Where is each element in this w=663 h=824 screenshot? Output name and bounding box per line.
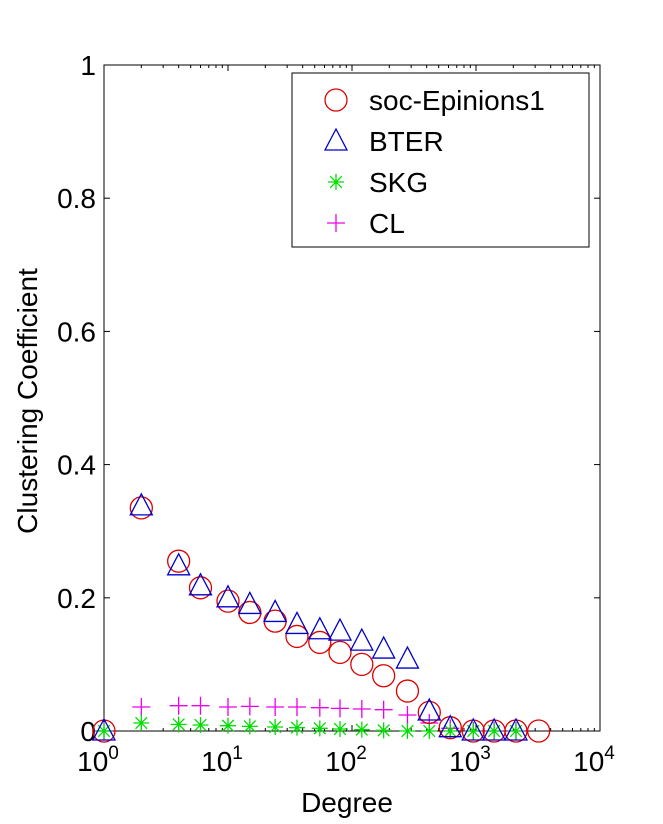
data-point (133, 715, 150, 732)
data-point (350, 652, 374, 677)
data-point (461, 717, 486, 741)
data-point (170, 716, 187, 733)
x-tick-label: 101 (201, 743, 243, 777)
data-point (240, 697, 259, 716)
data-point (330, 699, 349, 718)
data-point (352, 700, 371, 719)
data-point (503, 717, 529, 741)
plot-area (91, 492, 551, 743)
data-point (288, 719, 305, 736)
data-point (398, 706, 417, 725)
x-tick-label: 100 (77, 743, 119, 777)
data-point (241, 718, 258, 735)
data-point (374, 700, 393, 719)
data-point (307, 616, 332, 640)
legend-marker (324, 88, 348, 112)
data-point (399, 723, 416, 739)
data-point (188, 572, 213, 596)
data-point (287, 698, 306, 717)
data-point (237, 591, 262, 615)
data-point (311, 720, 328, 737)
data-point (188, 576, 213, 600)
legend-label: soc-Epinions1 (369, 85, 545, 116)
y-tick-label: 0.8 (57, 183, 96, 214)
data-point (129, 492, 154, 516)
data-point (482, 717, 507, 741)
x-tick-label: 104 (573, 743, 615, 777)
data-point (192, 717, 209, 734)
data-point (371, 635, 396, 659)
series-skg (96, 715, 524, 739)
data-point (129, 496, 153, 520)
y-tick-label: 0.2 (57, 583, 96, 614)
data-point (417, 697, 442, 721)
series-cl (95, 696, 525, 740)
legend-marker (328, 174, 344, 190)
y-axis-label: Clustering Coefficient (12, 268, 43, 534)
legend-marker (323, 127, 349, 151)
data-point (421, 723, 438, 739)
y-tick-label: 0 (80, 716, 96, 747)
x-axis-label: Degree (301, 787, 393, 818)
data-point (395, 679, 420, 703)
data-point (216, 589, 240, 613)
legend-label: CL (369, 208, 405, 239)
data-point (308, 630, 332, 655)
legend-marker (327, 214, 345, 232)
data-point (191, 696, 210, 715)
data-point (215, 584, 241, 608)
data-point (166, 552, 191, 576)
legend: soc-Epinions1 BTER SKG CL (291, 72, 590, 248)
legend-label: SKG (369, 167, 428, 198)
data-point (96, 723, 112, 739)
data-point (328, 640, 352, 665)
data-point (442, 723, 459, 739)
data-point (310, 698, 329, 717)
data-point (327, 617, 353, 641)
data-point (465, 723, 482, 739)
data-point (267, 719, 284, 736)
data-point (284, 611, 310, 635)
data-point (331, 721, 348, 738)
data-point (167, 549, 191, 573)
data-point (353, 721, 370, 738)
x-tick-label: 102 (325, 743, 367, 777)
data-point (91, 717, 117, 741)
data-point (526, 719, 551, 743)
data-point (349, 627, 374, 651)
data-point (438, 714, 463, 738)
data-point (169, 696, 188, 715)
data-point (507, 723, 524, 739)
data-point (266, 698, 285, 717)
y-tick-label: 0.6 (57, 316, 96, 347)
data-point (220, 717, 236, 734)
data-point (372, 664, 396, 688)
data-point (417, 700, 441, 725)
x-tick-label: 103 (449, 743, 491, 777)
data-point (285, 624, 309, 649)
data-point (375, 722, 392, 739)
y-tick-label: 0.4 (57, 450, 96, 481)
data-point (219, 698, 237, 717)
data-point (132, 698, 151, 717)
legend-box (291, 72, 590, 248)
axes: 0 0.2 0.4 0.6 0.8 1 100 101 102 103 104 Degree Clust… (12, 50, 615, 818)
legend-label: BTER (369, 126, 444, 157)
data-point (486, 723, 503, 739)
data-point (395, 645, 420, 669)
y-tick-label: 1 (80, 50, 96, 81)
data-point (238, 600, 262, 625)
series-bter (91, 492, 529, 741)
data-point (263, 599, 288, 623)
